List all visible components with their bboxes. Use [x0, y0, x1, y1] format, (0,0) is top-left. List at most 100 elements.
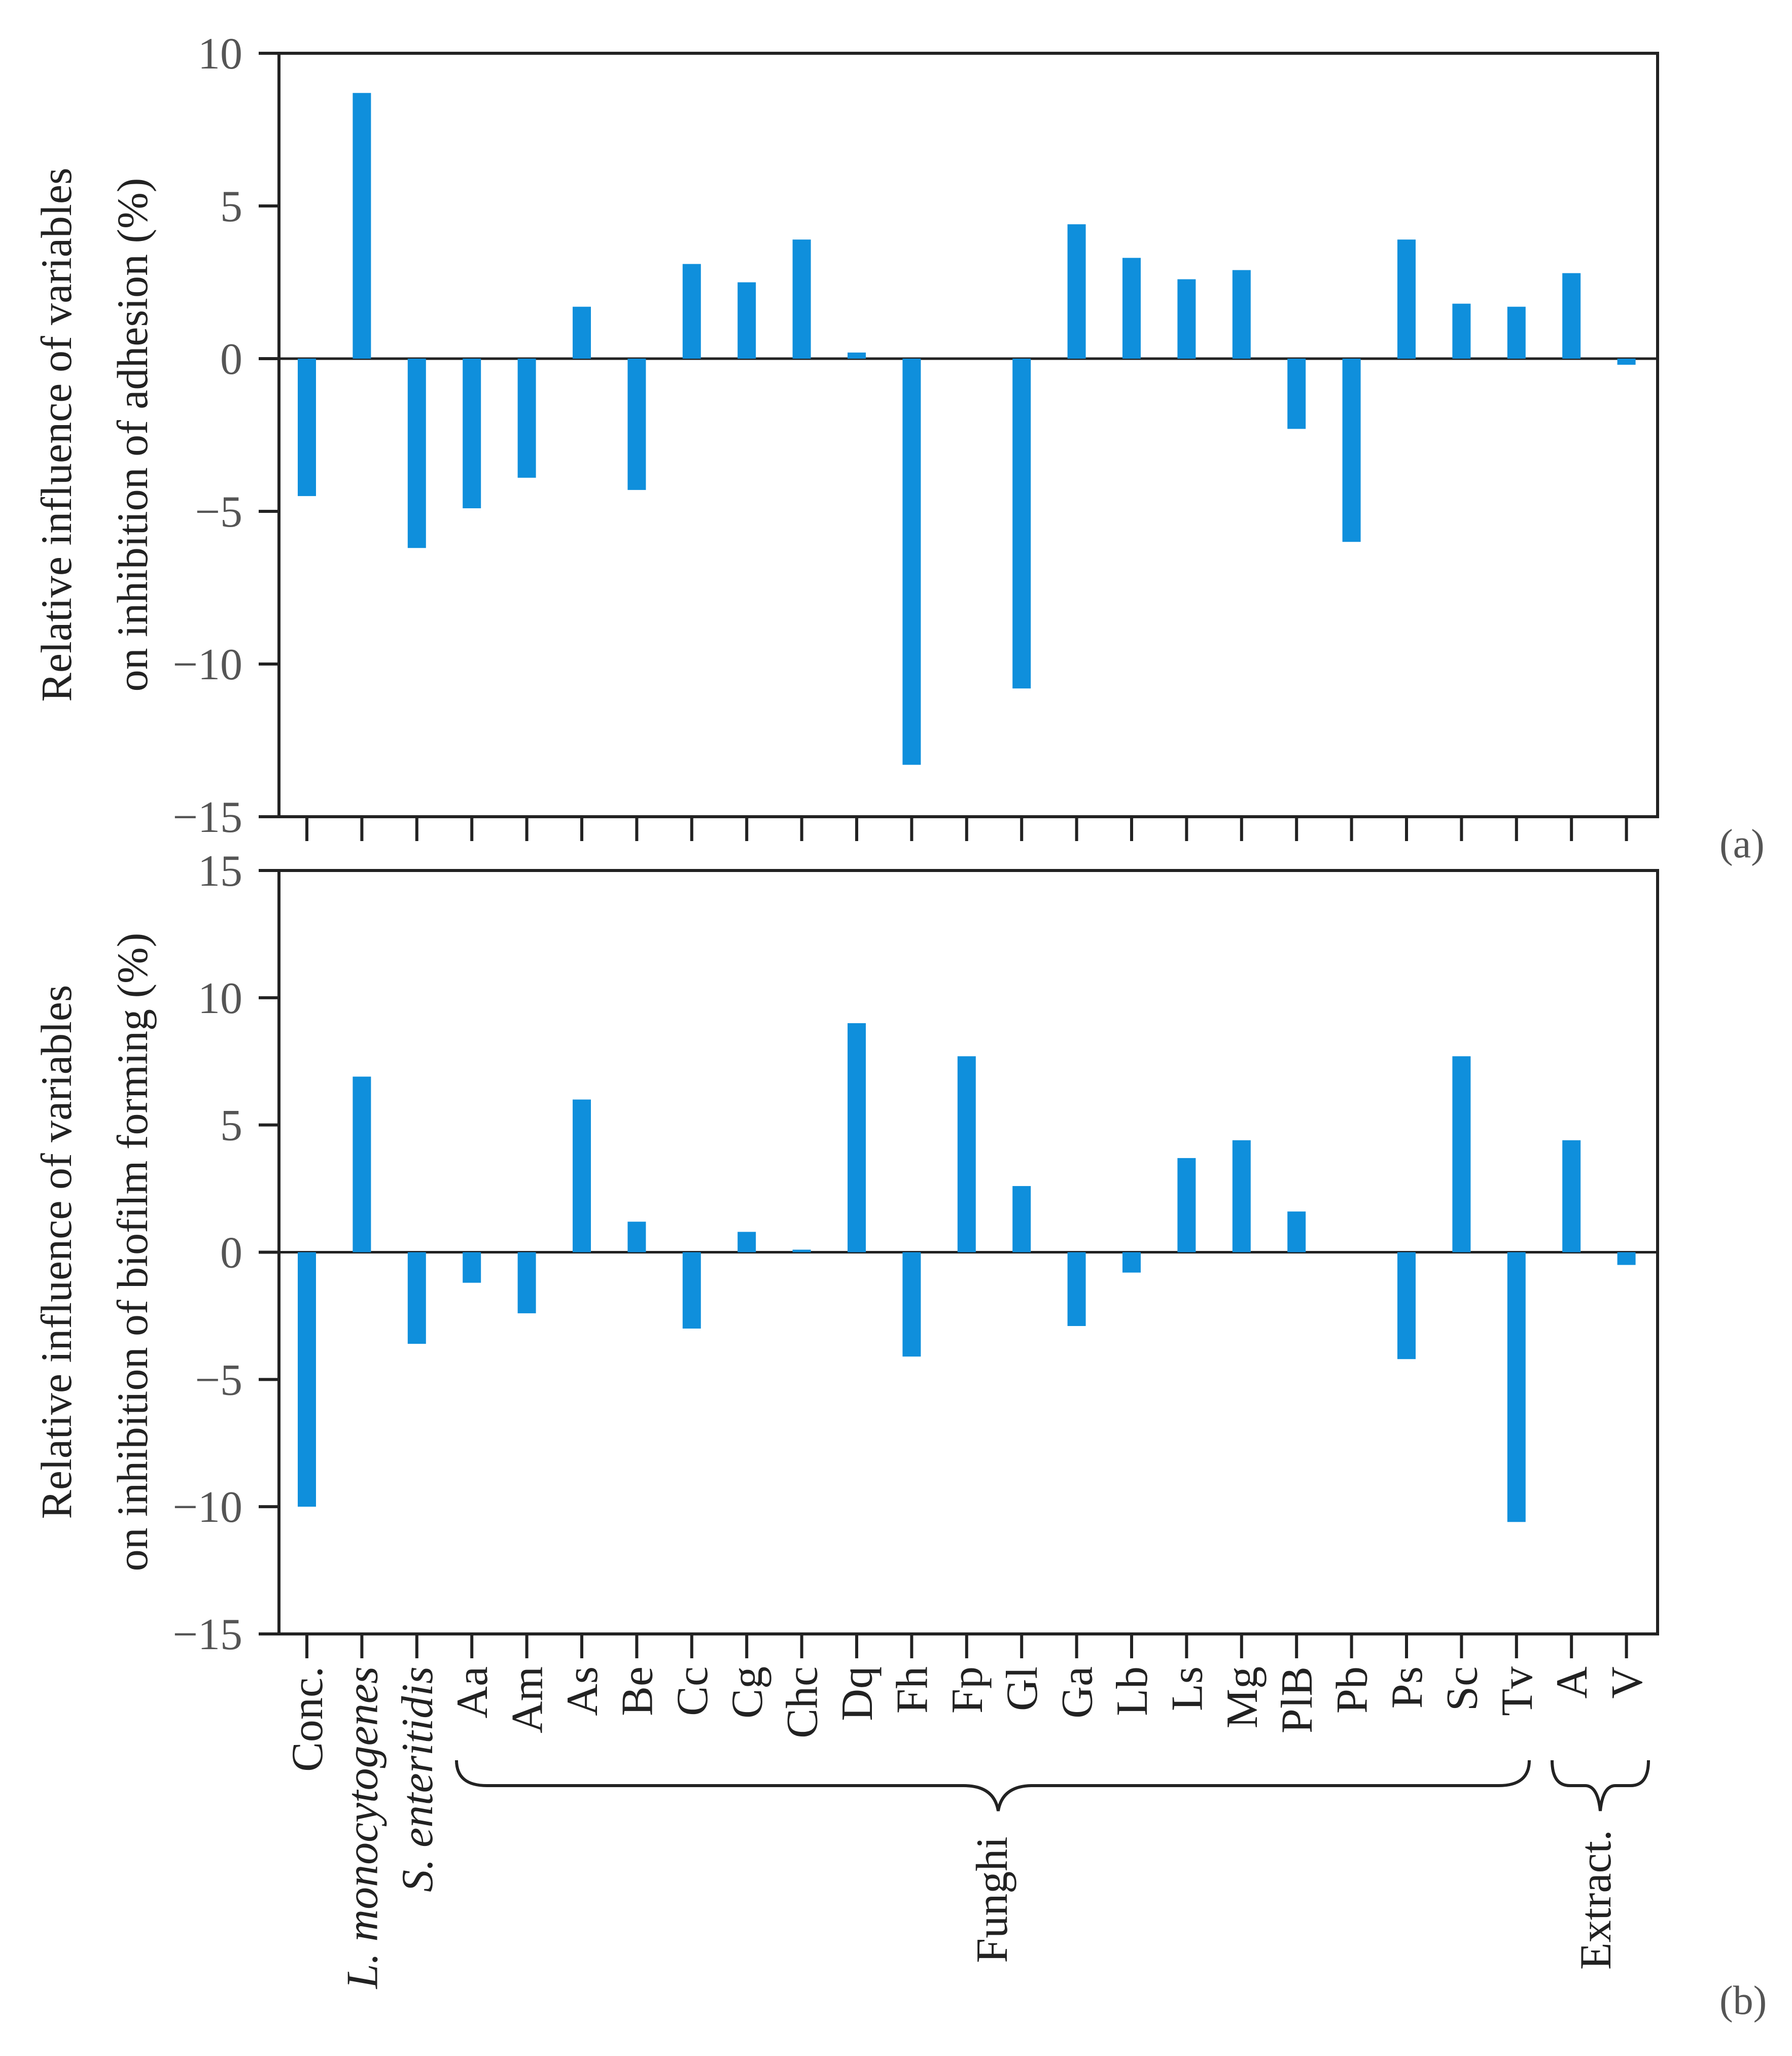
panel-a-bar-chc: [792, 239, 811, 359]
panel-b-bar-fh: [902, 1252, 921, 1357]
panel-b-bars: [298, 1023, 1636, 1522]
panel-b-bar-cc: [682, 1252, 701, 1329]
panel-b-bar-dq: [848, 1023, 866, 1252]
panel-a-bar-am: [517, 359, 536, 478]
panel-a-tag: (a): [1719, 822, 1765, 866]
category-label-am: Am: [503, 1666, 552, 1733]
panel-b-ytick-label: 5: [220, 1101, 242, 1151]
panel-b-x-ticks: [305, 1634, 1628, 1658]
panel-a-ytick-label: −10: [172, 640, 242, 689]
panel-b-bar-gl: [1012, 1186, 1031, 1252]
panel-a-bar-dq: [848, 352, 866, 359]
panel-a-bar-ps: [1397, 239, 1416, 359]
panel-a-bar-lb: [1122, 258, 1141, 359]
panel-a-bar-a: [1562, 273, 1581, 359]
category-label-ls: Ls: [1163, 1666, 1212, 1711]
panel-a-ylabel-line2: on inhibition of adhesion (%): [108, 178, 157, 692]
panel-b-bar-a: [1562, 1140, 1581, 1252]
panel-a-bar-cg: [737, 282, 756, 359]
panel-a-bar-pb: [1342, 359, 1361, 542]
panel-a-ytick-label: −5: [195, 487, 242, 537]
category-label-ga: Ga: [1053, 1666, 1102, 1719]
panel-a-bar-fh: [902, 359, 921, 765]
panel-a-ylabel-line1: Relative influence of variables: [32, 167, 81, 702]
panel-b-bar-as: [573, 1099, 591, 1252]
category-label-s-enteritidis: S. enteritidis: [393, 1666, 442, 1892]
category-label-sc: Sc: [1437, 1666, 1487, 1711]
panel-a-bar-as: [573, 306, 591, 359]
category-label-a: A: [1548, 1666, 1597, 1699]
panel-a-ytick-label: 5: [220, 182, 242, 231]
panel-b-bar-am: [517, 1252, 536, 1313]
panel-a-bar-mg: [1232, 270, 1251, 359]
panel-a-bar-tv: [1507, 306, 1526, 359]
category-label-cg: Cg: [723, 1666, 772, 1719]
category-label-tv: Tv: [1493, 1666, 1542, 1716]
panel-b-bar-fp: [957, 1056, 976, 1252]
panel-b-bar-v: [1617, 1252, 1636, 1265]
panel-a-ytick-label: −15: [172, 793, 242, 842]
extract-label: Extract.: [1571, 1830, 1621, 1970]
panel-b-bar-mg: [1232, 1140, 1251, 1252]
panel-b-ytick-label: 0: [220, 1229, 242, 1278]
panel-b-ylabel-line2: on inhibition of biofilm forming (%): [108, 933, 157, 1572]
panel-b-bar-l-monocytogenes: [353, 1076, 371, 1252]
category-label-plb: PlB: [1273, 1666, 1322, 1733]
panel-b-ytick-label: 10: [198, 974, 242, 1023]
panel-a-bar-be: [627, 359, 646, 490]
category-label-cc: Cc: [668, 1666, 717, 1716]
panel-a-bar-ga: [1067, 224, 1086, 359]
category-label-fp: Fp: [943, 1666, 992, 1714]
panel-b-bar-conc: [298, 1252, 316, 1507]
panel-b-ytick-label: 15: [198, 847, 242, 896]
panel-b-tag: (b): [1719, 1978, 1767, 2023]
extract-brace: [1551, 1760, 1650, 1811]
panel-a-frame: [277, 52, 1659, 818]
panel-a-bar-plb: [1287, 359, 1306, 429]
panel-b-bar-sc: [1452, 1056, 1471, 1252]
panel-b-bar-chc: [792, 1249, 811, 1252]
panel-a-bars: [298, 93, 1636, 765]
panel-b-bar-aa: [463, 1252, 481, 1283]
panel-b-bar-tv: [1507, 1252, 1526, 1522]
category-label-dq: Dq: [833, 1666, 882, 1721]
panel-a-ytick-label: 0: [220, 335, 242, 384]
panel-b-bar-s-enteritidis: [407, 1252, 426, 1344]
panel-a-x-ticks: [305, 817, 1628, 841]
panel-a-bar-v: [1617, 359, 1636, 365]
funghi-label: Funghi: [968, 1836, 1017, 1963]
panel-a-bar-aa: [463, 359, 481, 508]
panel-a-bar-sc: [1452, 303, 1471, 359]
category-label-mg: Mg: [1218, 1666, 1267, 1728]
panel-b-bar-cg: [737, 1232, 756, 1252]
panel-b-ytick-label: −5: [195, 1355, 242, 1405]
panel-b-bar-lb: [1122, 1252, 1141, 1273]
category-labels: Conc. L. monocytogenes S. enteritidis Aa Am A…: [283, 1666, 1652, 1990]
panel-a-bar-cc: [682, 264, 701, 359]
category-label-conc: Conc.: [283, 1666, 332, 1772]
panel-a-y-axis: 10 5 0 −5 −10 −15: [172, 29, 1658, 842]
panel-a-bar-conc: [298, 359, 316, 496]
funghi-brace: [455, 1760, 1531, 1811]
panel-b: 15 10 5 0 −5 −10 −15 Relative influence of var…: [32, 847, 1767, 2023]
panel-a: 10 5 0 −5 −10 −15 Relative influence of varia…: [32, 29, 1765, 866]
category-label-gl: Gl: [998, 1666, 1047, 1711]
group-braces: Funghi Extract.: [455, 1760, 1650, 1970]
category-label-pb: Pb: [1328, 1666, 1377, 1714]
category-label-v: V: [1603, 1666, 1652, 1699]
panel-b-bar-ga: [1067, 1252, 1086, 1326]
category-label-as: As: [558, 1666, 607, 1716]
category-label-fh: Fh: [888, 1666, 937, 1714]
panel-b-ytick-label: −10: [172, 1483, 242, 1532]
panel-a-bar-s-enteritidis: [407, 359, 426, 548]
panel-b-bar-be: [627, 1222, 646, 1252]
category-label-chc: Chc: [778, 1666, 827, 1738]
panel-a-bar-gl: [1012, 359, 1031, 689]
panel-b-bar-ls: [1177, 1158, 1196, 1252]
panel-b-bar-plb: [1287, 1211, 1306, 1252]
panel-a-bar-ls: [1177, 279, 1196, 359]
panel-b-ytick-label: −15: [172, 1610, 242, 1659]
category-label-ps: Ps: [1383, 1666, 1432, 1709]
panel-b-bar-ps: [1397, 1252, 1416, 1360]
